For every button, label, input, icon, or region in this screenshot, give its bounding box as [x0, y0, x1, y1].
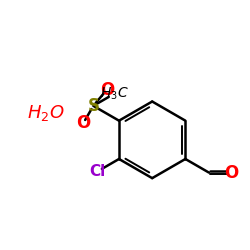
Text: S: S — [87, 97, 99, 115]
Text: $H_3C$: $H_3C$ — [100, 85, 129, 102]
Text: O: O — [76, 114, 90, 132]
Text: $H_2O$: $H_2O$ — [27, 103, 65, 123]
Text: O: O — [224, 164, 238, 182]
Text: Cl: Cl — [90, 164, 106, 179]
Text: O: O — [100, 81, 114, 99]
